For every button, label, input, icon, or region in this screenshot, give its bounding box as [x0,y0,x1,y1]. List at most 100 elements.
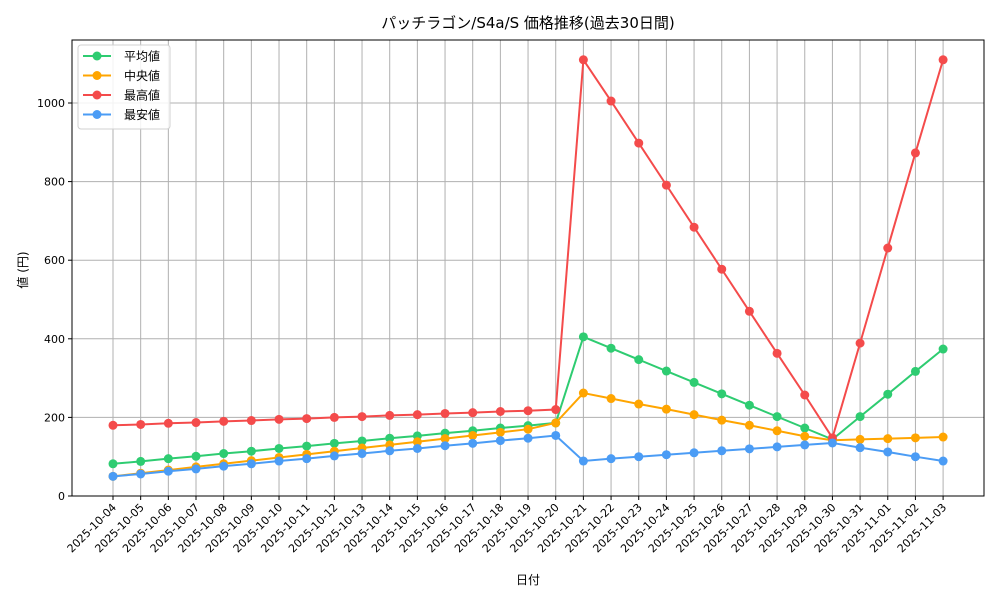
data-point [385,410,395,420]
axes: 020040060080010002025-10-042025-10-05202… [37,39,985,555]
data-point [302,441,312,451]
data-point [163,418,173,428]
data-point [274,414,284,424]
data-point [440,441,450,451]
data-point [855,338,865,348]
chart-title: パッチラゴン/S4a/S 価格推移(過去30日間) [381,14,674,32]
data-point [938,55,948,65]
data-point [191,464,201,474]
y-tick-label: 800 [44,176,65,189]
data-point [357,449,367,459]
legend-label: 最高値 [124,88,160,103]
y-tick-label: 1000 [37,97,65,110]
data-point [578,456,588,466]
data-point [938,432,948,442]
data-point [606,394,616,404]
data-point [468,430,478,440]
data-point [717,389,727,399]
data-point [191,451,201,461]
data-point [357,436,367,446]
data-point [744,444,754,454]
data-point [634,355,644,365]
data-point [800,431,810,441]
data-point [440,434,450,444]
data-point [246,446,256,456]
y-tick-label: 200 [44,411,65,424]
data-point [246,416,256,426]
data-point [661,404,671,414]
data-point [385,446,395,456]
data-point [883,243,893,253]
data-point [108,420,118,430]
legend-item: 中央値 [83,68,160,83]
y-axis-label: 値 (円) [15,251,30,288]
x-axis-label: 日付 [516,573,540,587]
data-point [661,366,671,376]
y-tick-label: 400 [44,333,65,346]
data-point [634,399,644,409]
y-tick-label: 600 [44,254,65,267]
data-point [800,390,810,400]
data-point [551,418,561,428]
data-point [606,96,616,106]
data-point [689,448,699,458]
data-point [772,348,782,358]
data-point [717,446,727,456]
data-point [219,461,229,471]
data-point [468,438,478,448]
data-point [910,452,920,462]
data-point [274,456,284,466]
data-point [938,344,948,354]
data-point [578,332,588,342]
data-point [551,430,561,440]
data-point [689,410,699,420]
data-point [744,420,754,430]
data-point [412,437,422,447]
data-point [855,443,865,453]
data-point [468,408,478,418]
data-point [219,449,229,459]
data-point [883,434,893,444]
data-point [385,433,395,443]
series-line [108,430,948,481]
data-point [495,407,505,417]
data-point [578,55,588,65]
data-point [412,443,422,453]
data-point [772,442,782,452]
legend-label: 中央値 [124,68,160,83]
data-point [163,466,173,476]
data-point [274,443,284,453]
data-point [136,419,146,429]
data-point [910,366,920,376]
data-point [302,414,312,424]
data-point [606,343,616,353]
data-point [523,433,533,443]
data-point [772,412,782,422]
data-point [855,412,865,422]
legend-item: 平均値 [83,49,160,64]
data-series [108,55,948,481]
data-point [163,454,173,464]
data-point [717,415,727,425]
data-point [689,222,699,232]
data-point [910,433,920,443]
data-point [855,434,865,444]
data-point [689,377,699,387]
data-point [412,410,422,420]
data-point [219,416,229,426]
data-point [523,424,533,434]
data-point [136,456,146,466]
data-point [357,412,367,422]
data-point [136,469,146,479]
data-point [329,412,339,422]
data-point [800,423,810,433]
data-point [634,452,644,462]
data-point [329,451,339,461]
data-point [827,438,837,448]
data-point [883,447,893,457]
data-point [495,427,505,437]
data-point [606,454,616,464]
data-point [938,456,948,466]
